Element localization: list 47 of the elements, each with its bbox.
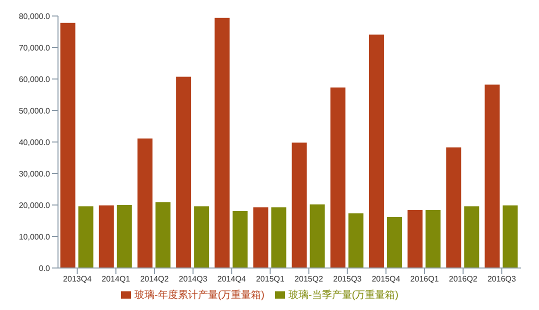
bar [194,206,210,268]
bar [368,34,384,268]
x-tick-label: 2016Q3 [487,274,516,284]
x-tick-label: 2014Q1 [102,274,131,284]
x-tick-label: 2015Q3 [333,274,362,284]
bar [137,138,152,268]
bar [446,147,462,268]
y-tick-label: 70,000.0 [18,43,51,52]
y-tick-label: 0.0 [38,264,51,273]
x-tick-label: 2015Q1 [256,274,285,284]
y-tick-label: 40,000.0 [18,138,51,147]
x-tick-label: 2013Q4 [63,274,92,284]
bar [426,210,441,268]
bar [502,205,518,268]
y-tick-label: 20,000.0 [18,200,51,210]
x-tick-label: 2016Q1 [410,274,440,284]
y-tick-label: 30,000.0 [18,169,51,178]
y-tick-label: 50,000.0 [18,106,51,116]
bar [78,206,94,268]
y-tick-label: 80,000.0 [18,12,51,21]
bar [330,88,346,268]
bar [310,204,325,268]
legend-label: 玻璃-年度累计产量(万重量箱) [134,290,264,301]
x-tick-label: 2014Q4 [217,274,246,284]
x-tick-label: 2015Q4 [372,274,401,284]
bar [408,210,423,268]
bar [484,84,500,268]
bar [116,205,132,268]
bar [292,142,307,268]
bar [348,213,364,268]
bar [176,76,192,268]
x-tick-label: 2015Q2 [294,274,324,284]
bar [386,216,402,268]
x-tick-label: 2014Q3 [178,274,208,284]
bar [271,207,286,268]
bar [98,205,114,268]
bar [232,210,248,268]
x-tick-label: 2016Q2 [448,274,478,284]
bar [214,18,230,268]
legend-label: 玻璃-当季产量(万重量箱) [288,290,398,301]
bar [253,207,268,268]
y-tick-label: 10,000.0 [18,232,51,242]
bar [155,202,170,268]
bar [464,206,480,268]
bar [60,22,76,268]
x-tick-label: 2014Q2 [140,274,170,284]
y-tick-label: 60,000.0 [18,74,51,84]
